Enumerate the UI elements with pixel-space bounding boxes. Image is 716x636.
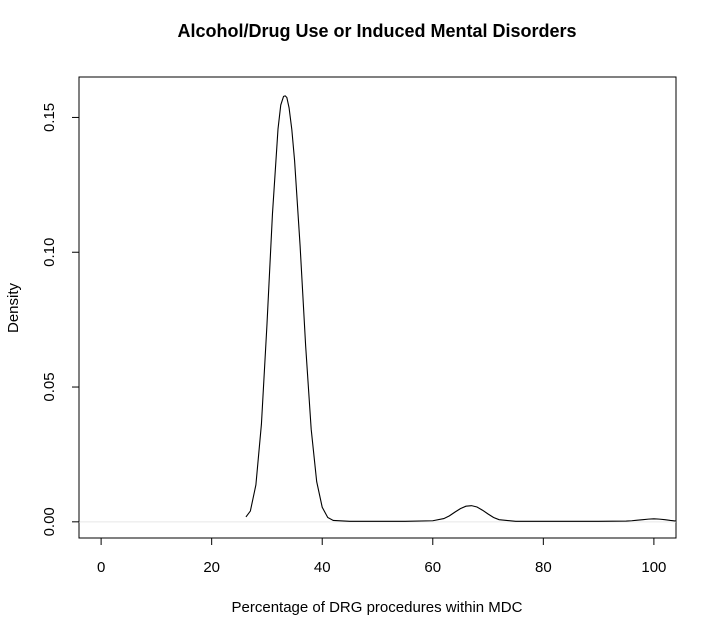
x-tick-label: 80 xyxy=(535,559,552,576)
y-axis: 0.00 0.05 0.10 0.15 xyxy=(41,103,80,536)
x-tick-label: 20 xyxy=(203,559,220,576)
chart-title: Alcohol/Drug Use or Induced Mental Disor… xyxy=(177,21,576,41)
plot-frame xyxy=(78,76,677,539)
density-curve xyxy=(245,95,677,522)
x-tick-label: 100 xyxy=(641,559,666,576)
x-tick-label: 60 xyxy=(424,559,441,576)
x-axis: 0 20 40 60 80 100 xyxy=(97,537,666,576)
y-tick-label: 0.15 xyxy=(41,103,58,132)
x-tick-label: 0 xyxy=(97,559,105,576)
y-axis-label: Density xyxy=(5,282,22,333)
y-tick-label: 0.05 xyxy=(41,372,58,401)
y-tick-label: 0.10 xyxy=(41,238,58,267)
y-tick-label: 0.00 xyxy=(41,507,58,536)
x-axis-label: Percentage of DRG procedures within MDC xyxy=(232,599,523,616)
x-tick-label: 40 xyxy=(314,559,331,576)
